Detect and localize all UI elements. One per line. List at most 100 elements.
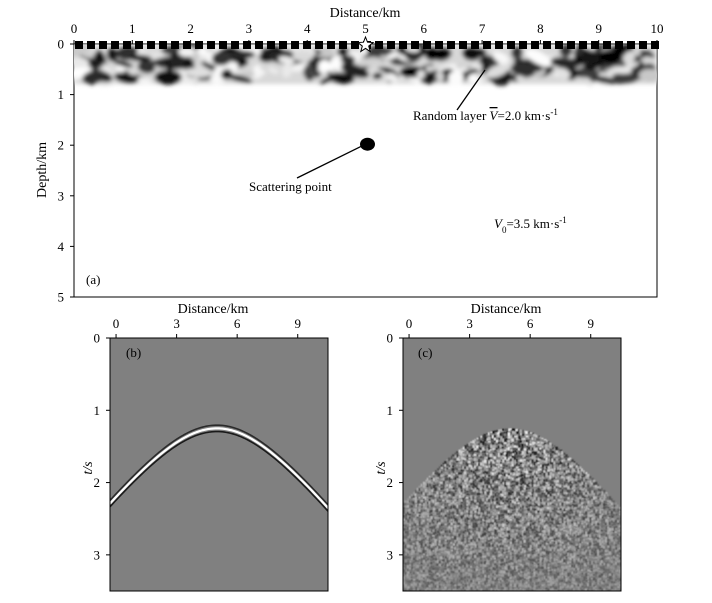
panel-b-y-axis-title: t/s xyxy=(81,461,96,475)
receiver-mark xyxy=(231,41,239,49)
x-tick-label: 9 xyxy=(587,316,594,331)
receiver-mark xyxy=(459,41,467,49)
receiver-mark xyxy=(135,41,143,49)
x-tick-label: 10 xyxy=(651,21,664,36)
receiver-mark xyxy=(315,41,323,49)
y-tick-label: 2 xyxy=(387,475,394,490)
receiver-mark xyxy=(603,41,611,49)
source-star-icon xyxy=(356,35,375,53)
x-tick-label: 8 xyxy=(537,21,544,36)
y-tick-label: 3 xyxy=(387,547,394,562)
receiver-mark xyxy=(591,41,599,49)
hyperbola-peak xyxy=(110,427,328,509)
receiver-mark xyxy=(159,41,167,49)
receiver-mark xyxy=(219,41,227,49)
diffraction-hyperbola xyxy=(110,424,328,512)
panel-a-frame xyxy=(73,43,658,298)
panel-b-ticks: 0 3 6 9 0 1 2 3 xyxy=(94,316,301,562)
y-tick-label: 0 xyxy=(58,37,65,52)
panel-c-label: (c) xyxy=(418,345,432,360)
panel-c-frame xyxy=(402,337,622,592)
receiver-mark xyxy=(183,41,191,49)
random-layer-label: Random layer V=2.0 km·s-1 xyxy=(413,107,558,123)
receiver-mark xyxy=(303,41,311,49)
receiver-mark xyxy=(327,41,335,49)
receiver-mark xyxy=(519,41,527,49)
random-layer-texture xyxy=(74,44,657,87)
receiver-mark xyxy=(447,41,455,49)
receiver-mark xyxy=(267,41,275,49)
x-tick-label: 4 xyxy=(304,21,311,36)
panel-c-x-axis-title: Distance/km xyxy=(471,302,542,317)
hyperbola-trough xyxy=(110,424,328,506)
x-tick-label: 2 xyxy=(187,21,194,36)
x-tick-label: 3 xyxy=(466,316,473,331)
receiver-mark xyxy=(339,41,347,49)
receiver-mark xyxy=(579,41,587,49)
y-tick-label: 1 xyxy=(58,87,65,102)
receiver-mark xyxy=(423,41,431,49)
receiver-mark xyxy=(255,41,263,49)
receiver-mark xyxy=(111,41,119,49)
panel-b-background xyxy=(110,338,328,591)
scattering-point-label: Scattering point xyxy=(249,179,332,194)
receiver-mark xyxy=(567,41,575,49)
x-tick-label: 9 xyxy=(294,316,301,331)
random-layer xyxy=(74,44,657,87)
receiver-mark xyxy=(279,41,287,49)
x-tick-label: 0 xyxy=(406,316,413,331)
receiver-mark xyxy=(387,41,395,49)
panel-c-ticks: 0 3 6 9 0 1 2 3 xyxy=(387,316,594,562)
x-tick-label: 9 xyxy=(595,21,602,36)
receiver-mark xyxy=(399,41,407,49)
panel-a-x-axis-title: Distance/km xyxy=(330,6,401,21)
y-tick-label: 3 xyxy=(94,547,101,562)
receiver-mark xyxy=(123,41,131,49)
panel-b-label: (b) xyxy=(126,345,141,360)
y-tick-label: 0 xyxy=(94,331,101,346)
scattering-point-leader xyxy=(296,145,362,179)
panel-a-ticks: 0 1 2 3 4 5 6 7 8 9 10 0 1 2 3 4 5 xyxy=(58,21,664,305)
scattered-wavefield xyxy=(403,428,621,591)
x-tick-label: 1 xyxy=(129,21,136,36)
receiver-mark xyxy=(195,41,203,49)
panel-b-x-axis-title: Distance/km xyxy=(178,302,249,317)
receiver-mark xyxy=(375,41,383,49)
x-tick-label: 7 xyxy=(479,21,486,36)
panel-a-label: (a) xyxy=(86,272,100,287)
receiver-mark xyxy=(291,41,299,49)
y-tick-label: 0 xyxy=(387,331,394,346)
receiver-mark xyxy=(75,41,83,49)
background-velocity-label: V0=3.5 km·s-1 xyxy=(494,215,567,235)
y-tick-label: 1 xyxy=(387,403,394,418)
y-tick-label: 4 xyxy=(58,239,65,254)
panel-b-frame xyxy=(109,337,329,592)
random-layer-leader xyxy=(456,69,486,111)
y-tick-label: 3 xyxy=(58,188,65,203)
panel-b-synthetic-record: 0 3 6 9 0 1 2 3 Distance/km t/s (b) xyxy=(81,302,329,592)
x-tick-label: 0 xyxy=(71,21,78,36)
receiver-mark xyxy=(507,41,515,49)
receiver-mark xyxy=(435,41,443,49)
receiver-mark xyxy=(471,41,479,49)
y-tick-label: 2 xyxy=(58,138,65,153)
receiver-mark xyxy=(411,41,419,49)
y-tick-label: 2 xyxy=(94,475,101,490)
receiver-mark xyxy=(99,41,107,49)
y-tick-label: 5 xyxy=(58,290,65,305)
receiver-mark xyxy=(243,41,251,49)
panel-c-y-axis-title: t/s xyxy=(374,461,389,475)
receiver-mark xyxy=(639,41,647,49)
receiver-mark xyxy=(651,41,659,49)
panel-a-y-axis-title: Depth/km xyxy=(35,142,50,198)
receiver-mark xyxy=(351,41,359,49)
y-tick-label: 1 xyxy=(94,403,101,418)
scattering-point xyxy=(360,137,375,151)
panel-c-synthetic-record: 0 3 6 9 0 1 2 3 Distance/km t/s (c) xyxy=(374,302,622,592)
x-tick-label: 6 xyxy=(527,316,534,331)
receiver-mark xyxy=(615,41,623,49)
x-tick-label: 6 xyxy=(234,316,241,331)
x-tick-label: 3 xyxy=(246,21,253,36)
